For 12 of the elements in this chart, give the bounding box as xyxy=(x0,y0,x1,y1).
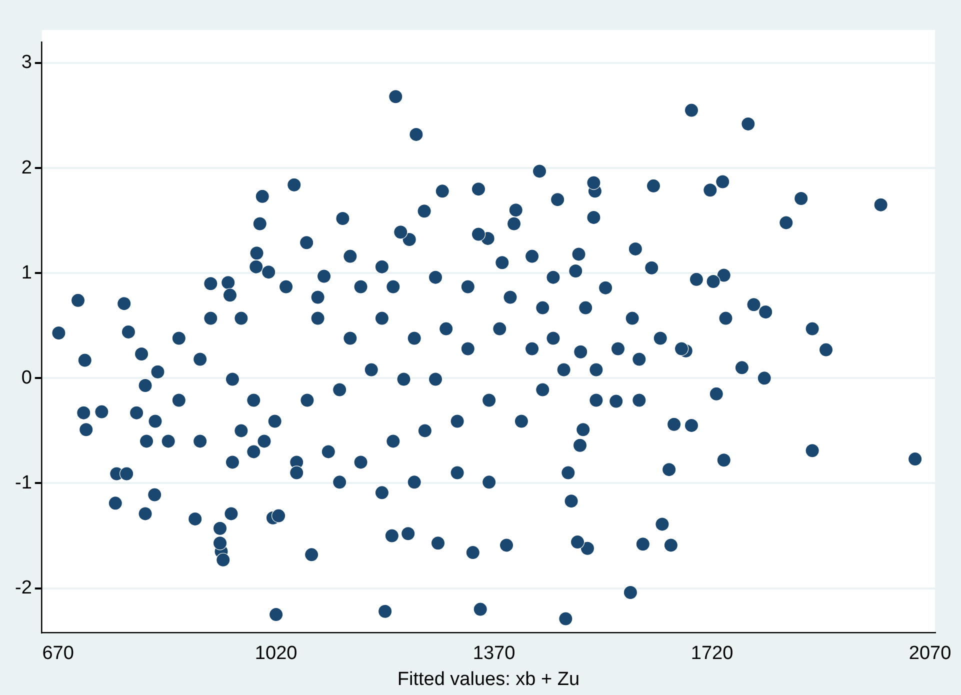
y-tick-label: -2 xyxy=(14,578,32,599)
x-tick-label: 1020 xyxy=(254,643,298,664)
x-axis-title: Fitted values: xb + Zu xyxy=(397,668,580,690)
x-tick-label: 670 xyxy=(42,643,74,664)
x-tick-label: 1720 xyxy=(690,643,734,664)
x-tick-label: 2070 xyxy=(908,643,952,664)
y-tick-label: 1 xyxy=(21,262,32,284)
y-tick-label: 0 xyxy=(21,367,32,388)
x-tick-label: 1370 xyxy=(472,643,516,664)
y-tick-label: 3 xyxy=(21,52,32,74)
y-tick-label: 2 xyxy=(21,157,32,178)
y-tick-label: -1 xyxy=(14,472,32,494)
